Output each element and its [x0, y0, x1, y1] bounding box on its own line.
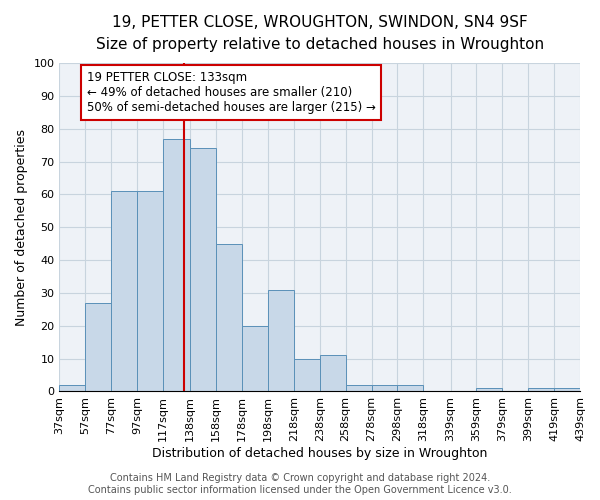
X-axis label: Distribution of detached houses by size in Wroughton: Distribution of detached houses by size … — [152, 447, 487, 460]
Text: Contains HM Land Registry data © Crown copyright and database right 2024.
Contai: Contains HM Land Registry data © Crown c… — [88, 474, 512, 495]
Bar — [397, 385, 424, 392]
Y-axis label: Number of detached properties: Number of detached properties — [15, 129, 28, 326]
Bar — [371, 385, 397, 392]
Bar — [268, 290, 294, 392]
Bar — [554, 388, 580, 392]
Bar — [528, 388, 554, 392]
Bar — [111, 191, 137, 392]
Text: 19 PETTER CLOSE: 133sqm
← 49% of detached houses are smaller (210)
50% of semi-d: 19 PETTER CLOSE: 133sqm ← 49% of detache… — [86, 72, 376, 114]
Bar — [476, 388, 502, 392]
Bar — [346, 385, 371, 392]
Bar — [190, 148, 216, 392]
Bar — [294, 358, 320, 392]
Bar — [137, 191, 163, 392]
Bar — [59, 385, 85, 392]
Bar — [242, 326, 268, 392]
Bar — [163, 138, 190, 392]
Bar — [320, 356, 346, 392]
Bar — [216, 244, 242, 392]
Title: 19, PETTER CLOSE, WROUGHTON, SWINDON, SN4 9SF
Size of property relative to detac: 19, PETTER CLOSE, WROUGHTON, SWINDON, SN… — [95, 15, 544, 52]
Bar — [85, 303, 111, 392]
